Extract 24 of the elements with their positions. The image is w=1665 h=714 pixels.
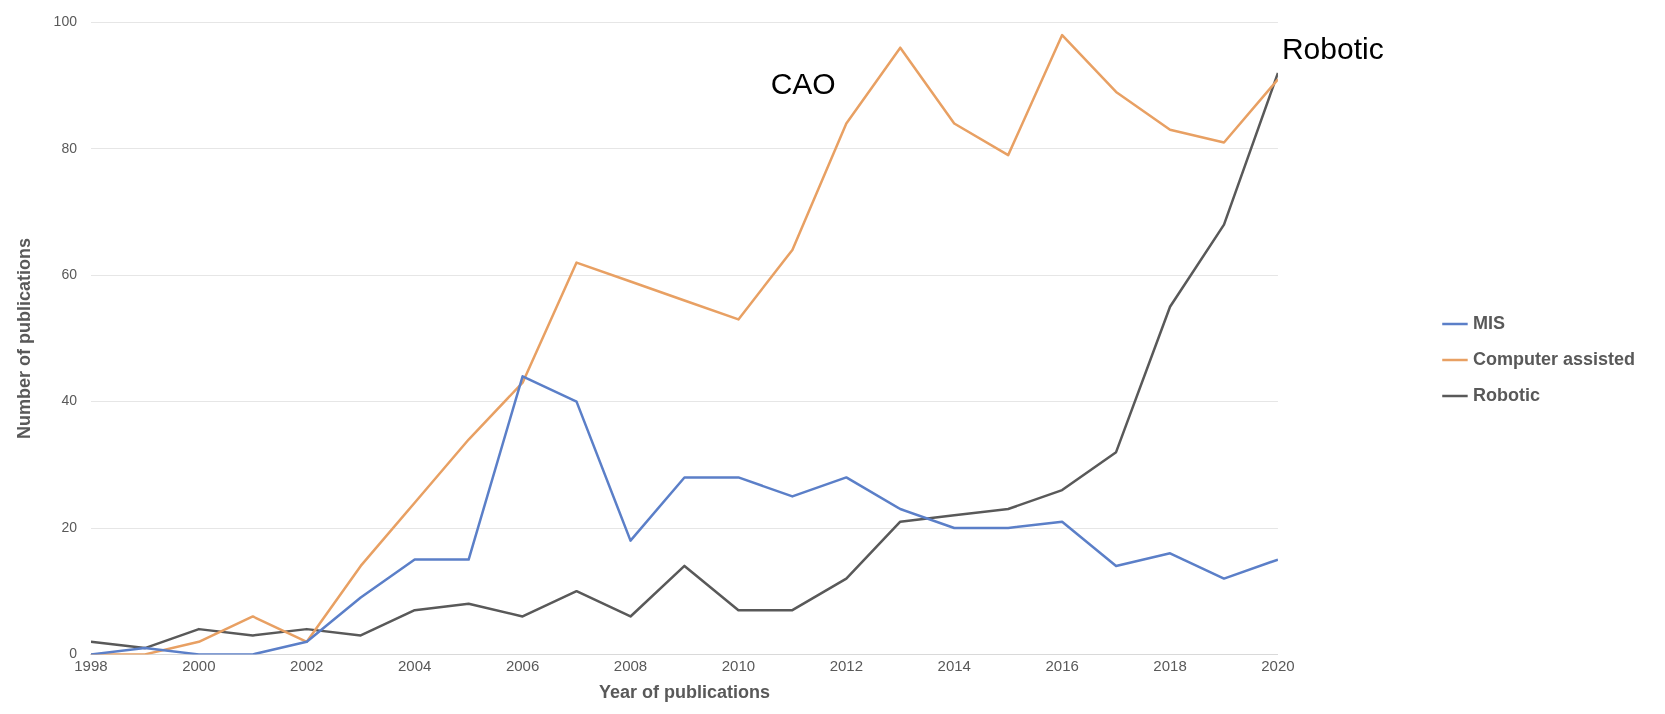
annotation: CAO — [770, 66, 836, 100]
x-tick-label: 2014 — [937, 656, 971, 674]
x-tick-label: 2004 — [398, 656, 432, 674]
legend-label: MIS — [1472, 312, 1505, 333]
y-tick-label: 60 — [61, 266, 78, 283]
legend-label: Robotic — [1472, 384, 1540, 405]
y-tick-label: 0 — [69, 645, 78, 662]
annotation: Robotic — [1281, 32, 1384, 66]
x-tick-label: 2010 — [721, 656, 756, 674]
x-tick-label: 2006 — [505, 656, 540, 674]
x-axis-title: Year of publications — [598, 682, 770, 703]
y-tick-label: 100 — [53, 13, 78, 30]
x-tick-label: 2008 — [613, 656, 648, 674]
x-tick-label: 2012 — [829, 656, 864, 674]
y-tick-label: 40 — [61, 392, 78, 409]
y-tick-label: 20 — [61, 518, 78, 535]
x-tick-label: 2000 — [182, 656, 216, 674]
x-tick-label: 2020 — [1261, 656, 1295, 674]
y-tick-label: 80 — [61, 139, 78, 156]
x-tick-label: 2016 — [1045, 656, 1079, 674]
x-tick-label: 2002 — [290, 656, 324, 674]
legend-label: Computer assisted — [1472, 348, 1635, 369]
x-tick-label: 2018 — [1153, 656, 1187, 674]
y-axis-title: Number of publications — [13, 237, 34, 439]
